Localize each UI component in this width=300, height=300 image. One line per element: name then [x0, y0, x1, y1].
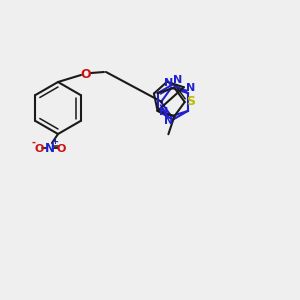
Text: +: +	[52, 137, 58, 146]
Text: N: N	[185, 83, 195, 93]
Text: -: -	[32, 138, 36, 148]
Text: N: N	[45, 142, 55, 154]
Text: S: S	[186, 95, 195, 109]
Text: O: O	[56, 144, 66, 154]
Text: N: N	[164, 116, 173, 126]
Text: O: O	[81, 68, 91, 80]
Text: N: N	[164, 78, 173, 88]
Text: N: N	[159, 107, 168, 117]
Text: N: N	[173, 75, 182, 85]
Text: O: O	[34, 144, 44, 154]
